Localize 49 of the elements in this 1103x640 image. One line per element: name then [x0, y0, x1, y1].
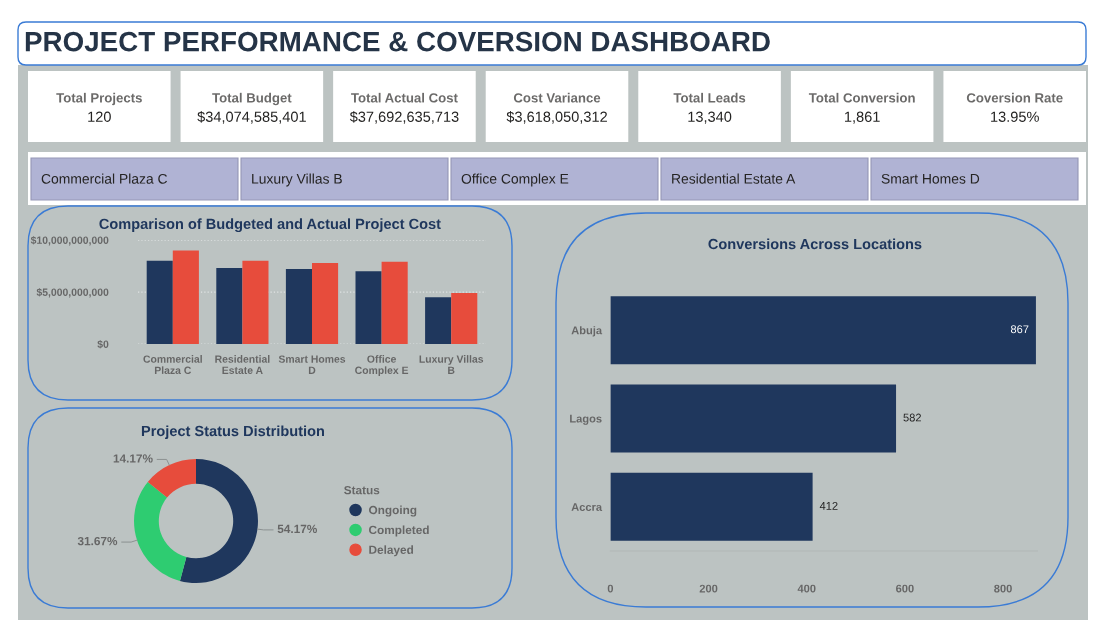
text: $34,074,585,401 [197, 110, 306, 124]
x-tick-label: 400 [797, 584, 816, 593]
data-label: 412 [819, 501, 838, 510]
x-tick-label: 600 [896, 584, 914, 593]
legend-title: Status [344, 485, 380, 495]
text: Total Actual Cost [351, 92, 458, 103]
text: 120 [88, 111, 111, 122]
y-tick-label: Accra [571, 503, 603, 511]
text: Coversion Rate [966, 92, 1063, 103]
x-tick-label: Smart Homes D [278, 355, 346, 374]
text: Total Leads [673, 92, 746, 103]
data-label: 582 [903, 413, 921, 422]
text: Total Conversion [808, 92, 915, 103]
text: Office Complex E [461, 173, 569, 187]
y-tick-label: Lagos [570, 414, 602, 425]
y-tick-label: Abuja [571, 326, 603, 337]
y-tick-label: $10,000,000,000 [30, 236, 109, 246]
data-label: 31.67% [77, 536, 118, 546]
text: 13,340 [688, 111, 732, 124]
x-tick-label: Residential Estate A [215, 355, 270, 374]
x-tick-label: Commercial Plaza C [143, 355, 202, 374]
text: $37,692,635,713 [349, 110, 459, 124]
chart-title: Comparison of Budgeted and Actual Project Cost [99, 218, 441, 232]
legend-label: Ongoing [369, 505, 417, 517]
chart-title: Conversions Across Locations [708, 238, 922, 250]
legend-label: Delayed [369, 545, 414, 557]
y-tick-label: $0 [97, 340, 109, 349]
text: PROJECT PERFORMANCE & COVERSION DASHBOARD [25, 31, 770, 52]
chart-title: Project Status Distribution [141, 425, 324, 440]
data-label: 54.17% [277, 524, 317, 534]
text: Total Budget [212, 92, 292, 106]
data-label: 867 [1010, 325, 1029, 334]
text: Cost Variance [513, 92, 601, 103]
text: $3,618,050,312 [506, 110, 607, 124]
text: 1,861 [845, 111, 880, 124]
text: Luxury Villas B [252, 173, 342, 187]
text: Total Projects [56, 92, 142, 106]
legend-label: Completed [369, 525, 429, 537]
x-tick-label: 800 [994, 584, 1012, 593]
text: 13.95% [991, 111, 1039, 122]
x-tick-label: Office Complex E [355, 355, 409, 377]
x-tick-label: 200 [699, 584, 718, 593]
text: Commercial Plaza C [41, 173, 168, 184]
data-label: 14.17% [113, 454, 153, 463]
text: Smart Homes D [881, 173, 980, 184]
y-tick-label: $5,000,000,000 [36, 288, 109, 298]
text: Residential Estate A [672, 173, 796, 184]
x-tick-label: 0 [607, 584, 614, 593]
x-tick-label: Luxury Villas B [419, 355, 484, 374]
